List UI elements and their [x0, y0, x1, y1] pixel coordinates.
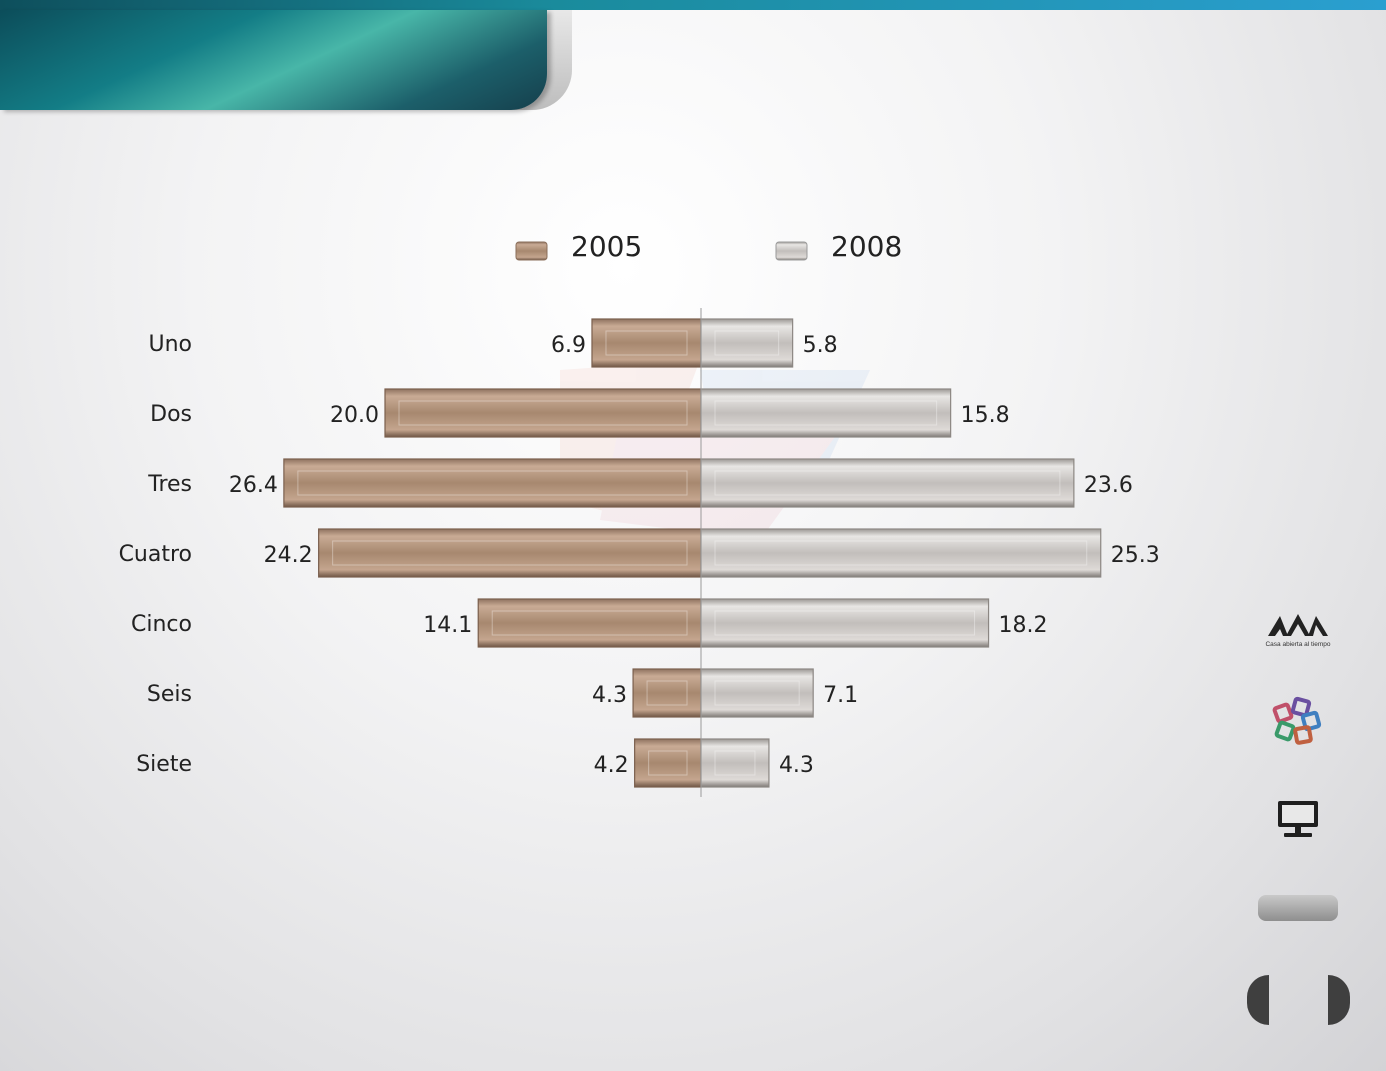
bar-bevel-2008-dos — [714, 400, 938, 426]
top-strip — [0, 0, 1386, 10]
bar-bevel-2005-uno — [605, 330, 688, 356]
prev-arrow-button[interactable] — [1247, 975, 1269, 1025]
uam-tagline: Casa abierta al tiempo — [1265, 641, 1330, 648]
bar-2008-uno — [700, 318, 794, 368]
category-label-tres: Tres — [147, 472, 192, 497]
value-label-2008-tres: 23.6 — [1084, 473, 1133, 498]
bar-2008-dos — [700, 388, 952, 438]
bar-2005-seis — [632, 668, 702, 718]
bar-2008-siete — [700, 738, 770, 788]
value-label-2005-cinco: 14.1 — [423, 613, 472, 638]
monitor-icon[interactable] — [1274, 798, 1322, 840]
category-label-dos: Dos — [150, 402, 192, 427]
bar-bevel-2008-uno — [714, 330, 780, 356]
bar-2005-tres — [283, 458, 702, 508]
category-label-seis: Seis — [147, 682, 192, 707]
title-banner — [0, 10, 547, 110]
bar-2008-seis — [700, 668, 814, 718]
value-label-2008-dos: 15.8 — [961, 403, 1010, 428]
bar-bevel-2005-dos — [398, 400, 688, 426]
next-arrow-button[interactable] — [1328, 975, 1350, 1025]
value-label-2005-siete: 4.2 — [594, 753, 629, 778]
legend-label-2005: 2005 — [571, 230, 642, 263]
category-label-uno: Uno — [148, 332, 192, 357]
category-label-siete: Siete — [136, 752, 192, 777]
bar-2008-cinco — [700, 598, 990, 648]
bar-bevel-2005-siete — [648, 750, 688, 776]
value-label-2008-cuatro: 25.3 — [1111, 543, 1160, 568]
bar-2005-uno — [591, 318, 702, 368]
value-label-2005-tres: 26.4 — [229, 473, 278, 498]
bar-bevel-2005-seis — [646, 680, 688, 706]
bar-bevel-2005-tres — [297, 470, 688, 496]
bar-bevel-2005-cuatro — [332, 540, 688, 566]
category-label-cuatro: Cuatro — [119, 542, 192, 567]
bar-bevel-2008-tres — [714, 470, 1061, 496]
value-label-2008-seis: 7.1 — [823, 683, 858, 708]
legend-label-2008: 2008 — [831, 230, 902, 263]
legend-swatch-2008 — [775, 241, 808, 261]
value-label-2005-dos: 20.0 — [330, 403, 379, 428]
uam-logo-icon: Casa abierta al tiempo — [1265, 614, 1331, 648]
bar-2008-cuatro — [700, 528, 1102, 578]
bar-bevel-2008-cuatro — [714, 540, 1088, 566]
bar-bevel-2008-cinco — [714, 610, 976, 636]
value-label-2008-uno: 5.8 — [803, 333, 838, 358]
legend-swatch-2005 — [515, 241, 548, 261]
bar-2005-cuatro — [318, 528, 702, 578]
bar-bevel-2008-siete — [714, 750, 756, 776]
bar-2005-siete — [634, 738, 702, 788]
bar-2005-cinco — [477, 598, 702, 648]
value-label-2005-uno: 6.9 — [551, 333, 586, 358]
value-label-2008-siete: 4.3 — [779, 753, 814, 778]
value-label-2008-cinco: 18.2 — [999, 613, 1048, 638]
bar-2005-dos — [384, 388, 702, 438]
colored-squares-icon[interactable] — [1268, 690, 1328, 750]
bar-2008-tres — [700, 458, 1075, 508]
bar-bevel-2008-seis — [714, 680, 800, 706]
bar-bevel-2005-cinco — [491, 610, 688, 636]
menu-pill-button[interactable] — [1258, 895, 1338, 921]
category-label-cinco: Cinco — [131, 612, 192, 637]
value-label-2005-cuatro: 24.2 — [264, 543, 313, 568]
value-label-2005-seis: 4.3 — [592, 683, 627, 708]
